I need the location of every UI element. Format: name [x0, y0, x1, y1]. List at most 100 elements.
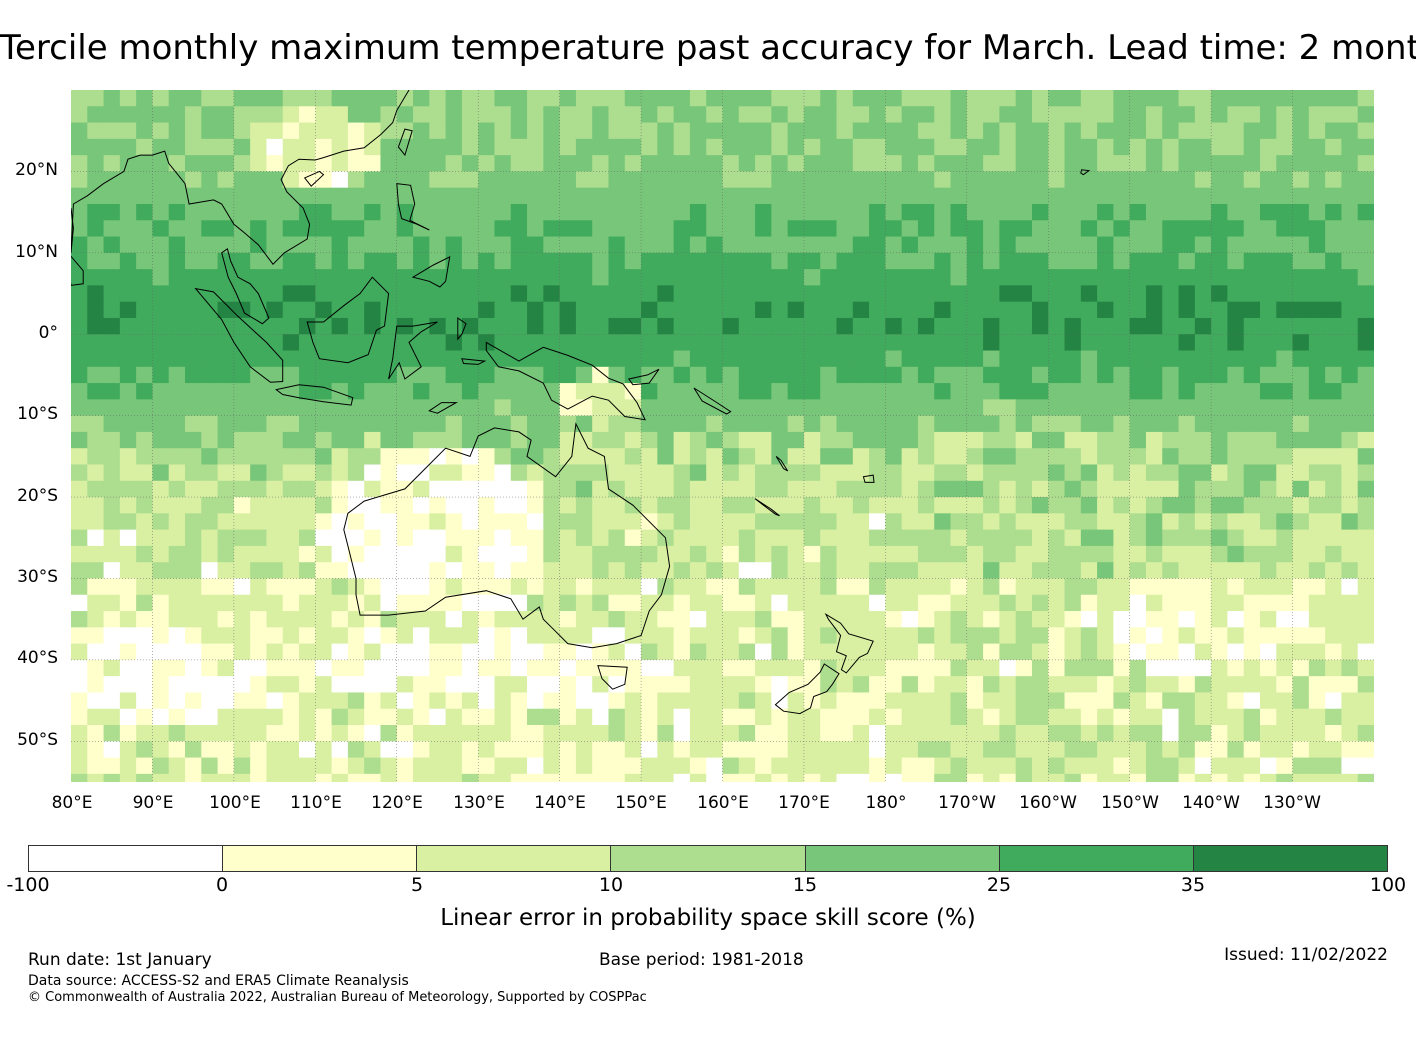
grid-cell	[1113, 415, 1131, 433]
grid-cell	[1145, 269, 1163, 286]
grid-cell	[1325, 708, 1343, 726]
grid-cell	[429, 106, 447, 124]
grid-cell	[510, 757, 528, 775]
grid-cell	[999, 122, 1017, 140]
grid-cell	[250, 415, 268, 433]
grid-cell	[1308, 529, 1326, 547]
grid-cell	[885, 366, 903, 384]
grid-cell	[1259, 464, 1277, 482]
grid-cell	[771, 350, 789, 368]
grid-cell	[885, 138, 903, 156]
grid-cell	[624, 122, 642, 140]
grid-cell	[299, 252, 316, 270]
grid-cell	[1031, 90, 1049, 107]
grid-cell	[983, 562, 1000, 580]
grid-cell	[950, 643, 968, 661]
grid-cell	[413, 236, 430, 254]
grid-cell	[413, 366, 430, 384]
grid-cell	[413, 383, 430, 400]
grid-cell	[592, 627, 610, 645]
grid-cell	[722, 171, 740, 189]
grid-cell	[478, 594, 496, 612]
grid-cell	[1048, 301, 1066, 319]
grid-cell	[103, 545, 121, 563]
grid-cell	[575, 529, 593, 547]
grid-cell	[201, 757, 219, 775]
grid-cell	[771, 431, 789, 449]
grid-cell	[1276, 203, 1294, 221]
grid-cell	[1292, 480, 1310, 498]
grid-cell	[299, 659, 316, 677]
grid-cell	[755, 171, 772, 189]
grid-cell	[999, 594, 1017, 612]
grid-cell	[1292, 350, 1310, 368]
grid-cell	[543, 692, 561, 710]
grid-cell	[1080, 122, 1098, 140]
grid-cell	[738, 252, 756, 270]
luzon-outline	[396, 183, 430, 231]
grid-cell	[836, 643, 854, 661]
grid-cell	[575, 203, 593, 221]
grid-cell	[689, 757, 707, 775]
grid-cell	[201, 138, 219, 156]
grid-cell	[689, 464, 707, 482]
grid-cell	[934, 708, 952, 726]
grid-cell	[1048, 350, 1066, 368]
grid-cell	[624, 106, 642, 124]
grid-cell	[380, 529, 398, 547]
grid-cell	[706, 285, 724, 303]
grid-cell	[966, 725, 984, 742]
grid-cell	[1031, 252, 1049, 270]
grid-cell	[787, 725, 805, 742]
grid-cell	[966, 138, 984, 156]
grid-cell	[87, 252, 105, 270]
grid-cell	[1145, 106, 1163, 124]
grid-cell	[266, 415, 284, 433]
grid-cell	[201, 220, 219, 238]
grid-cell	[1113, 269, 1131, 286]
grid-cell	[934, 464, 952, 482]
grid-cell	[543, 252, 561, 270]
grid-cell	[722, 562, 740, 580]
grid-cell	[999, 334, 1017, 352]
grid-cell	[755, 725, 772, 742]
grid-cell	[983, 171, 1000, 189]
grid-cell	[315, 236, 333, 254]
grid-cell	[852, 513, 870, 531]
grid-cell	[299, 480, 316, 498]
grid-cell	[478, 220, 496, 238]
grid-cell	[201, 627, 219, 645]
grid-cell	[315, 594, 333, 612]
grid-cell	[983, 480, 1000, 498]
grid-cell	[201, 692, 219, 710]
grid-cell	[836, 252, 854, 270]
grid-cell	[152, 594, 170, 612]
grid-cell	[429, 285, 447, 303]
grid-cell	[966, 171, 984, 189]
grid-cell	[1292, 497, 1310, 514]
grid-cell	[836, 578, 854, 596]
grid-cell	[836, 366, 854, 384]
grid-cell	[803, 725, 821, 742]
grid-cell	[917, 513, 935, 531]
grid-cell	[950, 301, 968, 319]
grid-cell	[543, 317, 561, 335]
grid-cell	[1227, 236, 1245, 254]
grid-cell	[575, 659, 593, 677]
grid-cell	[1015, 155, 1033, 173]
grid-cell	[999, 90, 1017, 107]
grid-cell	[1276, 562, 1294, 580]
grid-cell	[445, 220, 463, 238]
grid-cell	[1357, 415, 1374, 433]
grid-cell	[364, 513, 382, 531]
grid-cell	[543, 594, 561, 612]
grid-cell	[966, 317, 984, 335]
grid-cell	[1162, 431, 1180, 449]
grid-cell	[1178, 464, 1196, 482]
grid-cell	[347, 513, 365, 531]
grid-cell	[966, 513, 984, 531]
grid-cell	[917, 545, 935, 563]
grid-cell	[559, 383, 577, 400]
grid-cell	[624, 383, 642, 400]
grid-cell	[755, 220, 772, 238]
